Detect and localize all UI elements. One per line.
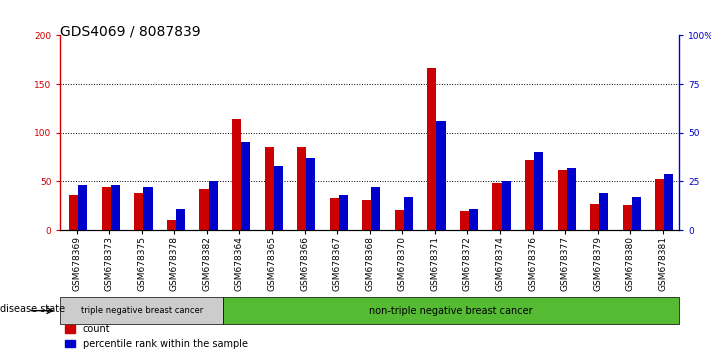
Text: non-triple negative breast cancer: non-triple negative breast cancer [369,306,533,316]
Bar [241,142,250,230]
Bar [534,152,543,230]
Bar [274,166,283,230]
Bar [338,195,348,230]
Bar [134,193,144,230]
Bar [232,119,241,230]
Bar [469,209,478,230]
Bar [404,197,413,230]
Bar [371,187,380,230]
Bar [78,185,87,230]
Bar [200,189,208,230]
Bar [525,160,534,230]
Legend: count, percentile rank within the sample: count, percentile rank within the sample [65,324,248,349]
Bar [306,158,316,230]
Bar [460,211,469,230]
Bar [493,183,501,230]
Bar [567,168,576,230]
Bar [111,185,120,230]
Bar [144,187,153,230]
Bar [208,181,218,230]
Bar [264,147,274,230]
Text: disease state: disease state [0,304,65,314]
Bar [297,147,306,230]
Bar [656,179,664,230]
Bar [501,181,510,230]
Bar [330,198,338,230]
Bar [362,200,371,230]
Bar [590,204,599,230]
Bar [427,68,437,230]
Bar [69,195,78,230]
Text: triple negative breast cancer: triple negative breast cancer [81,306,203,315]
Text: GDS4069 / 8087839: GDS4069 / 8087839 [60,25,201,39]
Bar [167,220,176,230]
Bar [599,193,609,230]
Bar [437,121,446,230]
Bar [664,174,673,230]
Bar [623,205,632,230]
Bar [557,170,567,230]
Bar [176,209,185,230]
Bar [395,210,404,230]
Bar [632,197,641,230]
Bar [102,187,111,230]
